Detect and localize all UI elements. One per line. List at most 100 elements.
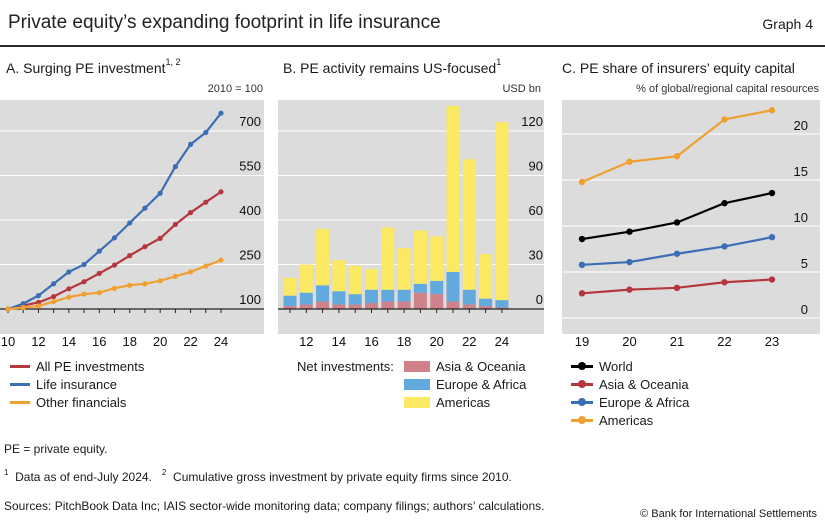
panel-b-bar-seg-0 (462, 304, 476, 309)
legend-world-swatch (571, 362, 593, 371)
panel-b-xtick-label: 24 (495, 334, 509, 349)
panel-a-point (81, 279, 87, 285)
legend-asia-swatch (404, 361, 430, 373)
panel-a-point (187, 269, 194, 275)
title-divider (0, 45, 825, 47)
panel-a-point (172, 221, 178, 228)
panel-a-point (20, 301, 26, 307)
panel-b-bar-seg-2 (316, 228, 330, 286)
panel-a-point (111, 262, 118, 268)
panel-c-point (721, 116, 728, 123)
panel-b-bar-seg-1 (283, 295, 297, 307)
panel-b-xtick-label: 16 (364, 334, 378, 349)
panel-c-xtick-label: 23 (765, 334, 779, 349)
panel-b-bar-seg-1 (348, 294, 362, 305)
panel-a-title: A. Surging PE investment1, 2 (6, 57, 181, 76)
panel-c-point (626, 258, 633, 266)
panel-a-point (218, 189, 224, 195)
panel-a-point (187, 209, 194, 216)
legend-americas-swatch (404, 397, 430, 409)
legend-c-americas: Americas (571, 413, 653, 428)
legend-other-financials: Other financials (10, 395, 126, 410)
panel-b-ytick-label: 90 (529, 159, 543, 174)
panel-b-xtick-label: 20 (429, 334, 443, 349)
panel-a-point (96, 270, 102, 276)
panel-a-point (81, 261, 87, 268)
panel-b-bar-seg-2 (462, 159, 476, 290)
panel-b-bar-seg-2 (430, 236, 444, 281)
panel-c-point (578, 261, 586, 268)
panel-b-bar-seg-0 (397, 301, 411, 309)
panel-a-point (172, 273, 178, 279)
note-footnotes: 1 Data as of end-July 2024. 2 Cumulative… (4, 468, 512, 484)
panel-b-bar-seg-0 (332, 304, 346, 309)
panel-a-ytick-label: 700 (239, 114, 261, 129)
panel-c-point (673, 250, 681, 257)
panel-b-bar-seg-2 (413, 230, 427, 284)
panel-a-point (66, 294, 72, 300)
graph-label: Graph 4 (762, 16, 813, 32)
panel-b-unit: USD bn (502, 83, 541, 95)
panel-c-point (721, 279, 728, 286)
panel-a-point (157, 190, 163, 196)
panel-b-bar-seg-2 (446, 105, 460, 272)
panel-a-point (66, 269, 72, 275)
panel-a-point (203, 199, 209, 205)
panel-a-point (111, 235, 118, 241)
panel-c-ytick-label: 10 (794, 210, 808, 225)
legend-c-americas-swatch (571, 416, 593, 425)
panel-b-bar-seg-2 (299, 264, 313, 293)
panel-a-unit: 2010 = 100 (207, 83, 263, 95)
panel-b-bar-seg-2 (479, 254, 493, 299)
panel-b-bar-seg-1 (446, 271, 460, 302)
panel-c-xtick-label: 22 (717, 334, 731, 349)
panel-b-bar-seg-0 (413, 292, 427, 309)
panel-a-point (127, 282, 133, 288)
panel-b-bar-seg-2 (332, 260, 346, 292)
panel-a-xtick-label: 12 (31, 334, 45, 349)
panel-a-xtick-label: 24 (214, 334, 228, 349)
panel-c-point (721, 243, 728, 250)
panel-a-title-sup: 1, 2 (165, 57, 181, 67)
panel-c-point (578, 235, 586, 243)
panel-a-ytick-label: 250 (239, 248, 261, 263)
legend-world: World (571, 359, 633, 374)
panel-b-bar-seg-2 (348, 265, 362, 295)
panel-b-title-sup: 1 (496, 57, 502, 67)
legend-asia: Asia & Oceania (404, 359, 526, 374)
panel-a-point (218, 110, 224, 116)
panel-a-xtick-label: 14 (62, 334, 76, 349)
panel-a-point (157, 235, 163, 241)
panel-a-point (35, 299, 42, 306)
panel-c-xtick-label: 21 (670, 334, 684, 349)
panel-b-bar-seg-0 (479, 306, 493, 309)
panel-b-bar-seg-2 (495, 122, 509, 301)
panel-c-point (673, 219, 681, 226)
panel-b-bar-seg-1 (479, 298, 493, 307)
panel-b-bar-seg-1 (381, 289, 395, 302)
legend-life-insurance: Life insurance (10, 377, 117, 392)
panel-b-bar-seg-0 (430, 294, 444, 309)
panel-c-unit: % of global/regional capital resources (636, 83, 819, 95)
note-sources: Sources: PitchBook Data Inc; IAIS sector… (4, 499, 545, 513)
panel-c-point (768, 189, 776, 197)
panel-b-bar-seg-0 (283, 306, 297, 309)
panel-a-plot-area (0, 100, 264, 334)
panel-c-ytick-label: 5 (801, 256, 808, 271)
panel-a-point (142, 205, 148, 211)
panel-c-point (578, 178, 586, 186)
panel-a-point (187, 141, 194, 147)
panel-b-bar-seg-0 (495, 307, 509, 309)
panel-c-ytick-label: 0 (801, 302, 808, 317)
panel-c-point (721, 199, 728, 207)
panel-a-point (142, 244, 148, 250)
panel-b-bar-seg-1 (365, 289, 378, 304)
panel-a-point (218, 257, 224, 263)
panel-b-ytick-label: 30 (529, 248, 543, 263)
panel-a-xtick-label: 16 (92, 334, 106, 349)
panel-a-xtick-label: 10 (1, 334, 15, 349)
legend-europe: Europe & Africa (404, 377, 526, 392)
panel-b-bar-seg-0 (381, 301, 395, 309)
panel-b-bar-seg-2 (397, 248, 411, 290)
